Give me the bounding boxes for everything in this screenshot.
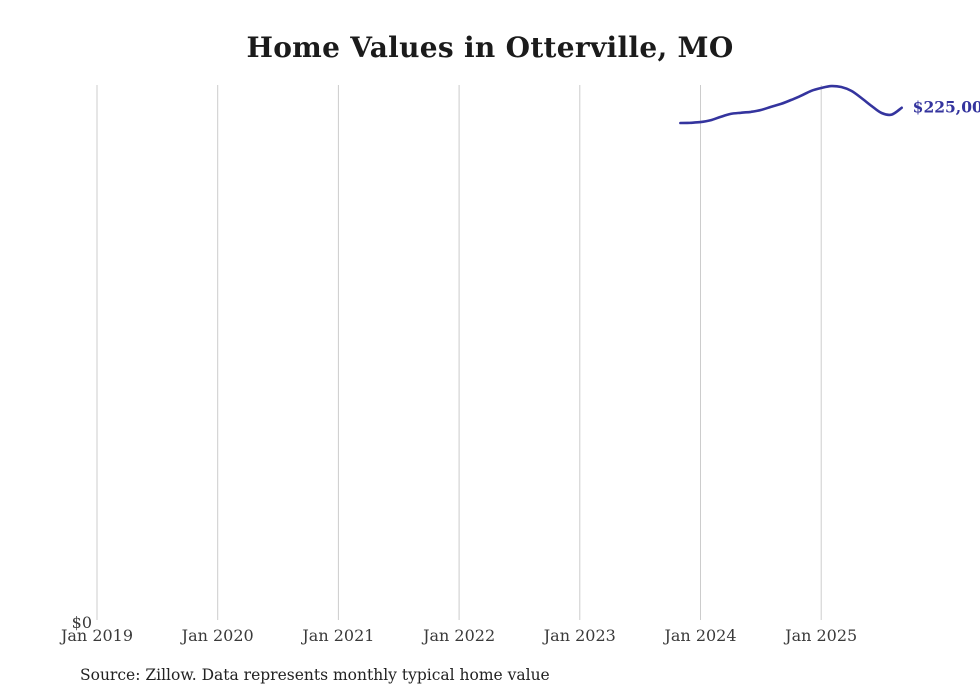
chart-title: Home Values in Otterville, MO xyxy=(246,31,734,64)
x-axis-tick-label: Jan 2023 xyxy=(542,626,616,645)
x-axis-tick-label: Jan 2022 xyxy=(421,626,495,645)
x-axis-tick-label: Jan 2020 xyxy=(180,626,254,645)
source-note: Source: Zillow. Data represents monthly … xyxy=(80,666,550,684)
x-axis-tick-label: Jan 2021 xyxy=(300,626,374,645)
x-axis-tick-label: Jan 2024 xyxy=(662,626,736,645)
x-axis-tick-label: Jan 2025 xyxy=(783,626,857,645)
y-axis-zero-label: $0 xyxy=(72,613,92,632)
home-value-line xyxy=(679,84,903,125)
line-end-value-label: $225,000 xyxy=(913,97,980,116)
x-axis-tick-label: Jan 2019 xyxy=(59,626,133,645)
